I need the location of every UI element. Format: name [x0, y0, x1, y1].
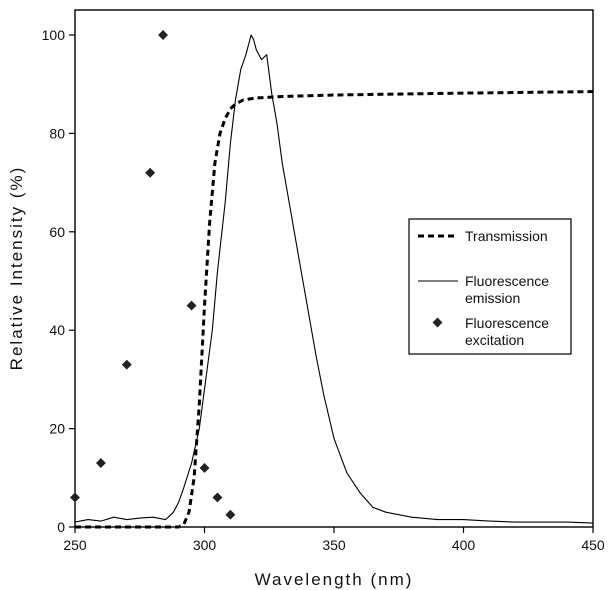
x-tick-label: 350	[322, 537, 346, 553]
fluorescence-excitation-point	[95, 458, 106, 468]
y-tick-label: 60	[49, 224, 65, 240]
y-tick-label: 0	[57, 519, 65, 535]
series-layer	[70, 30, 594, 529]
y-tick-label: 80	[49, 125, 65, 141]
legend-excitation-marker	[432, 317, 443, 328]
fluorescence-excitation-point	[212, 492, 223, 503]
y-tick-label: 100	[42, 27, 66, 43]
fluorescence-excitation-point	[145, 167, 156, 178]
x-tick-label: 300	[193, 537, 217, 553]
fluorescence-emission-line	[74, 34, 594, 524]
x-axis-title: Wavelength (nm)	[255, 570, 414, 589]
fluorescence-excitation-point	[158, 30, 169, 40]
x-tick-label: 450	[581, 537, 605, 553]
legend-emission-label-1: Fluorescence	[465, 273, 549, 289]
fluorescence-excitation-point	[186, 300, 197, 311]
y-tick-label: 40	[49, 322, 65, 338]
y-axis-title: Relative Intensity (%)	[7, 166, 26, 371]
legend-excitation-label-2: excitation	[465, 332, 524, 348]
legend: Transmission Fluorescence emission Fluor…	[408, 218, 572, 355]
fluorescence-excitation-point	[121, 359, 132, 370]
fluorescence-excitation-point	[199, 463, 210, 473]
fluorescence-excitation-point	[70, 492, 80, 503]
x-tick-label: 250	[63, 537, 87, 553]
transmission-line	[75, 90, 594, 529]
y-tick-label: 20	[49, 421, 65, 437]
fluorescence-excitation-point	[225, 509, 236, 520]
axis-ticks: 250 300 350 400 450 0 20 40 60 80 100	[42, 27, 605, 553]
legend-box	[408, 218, 572, 355]
legend-excitation-label-1: Fluorescence	[465, 315, 549, 331]
legend-emission-label-2: emission	[465, 290, 520, 306]
x-tick-label: 400	[452, 537, 476, 553]
legend-transmission-label: Transmission	[465, 228, 548, 244]
